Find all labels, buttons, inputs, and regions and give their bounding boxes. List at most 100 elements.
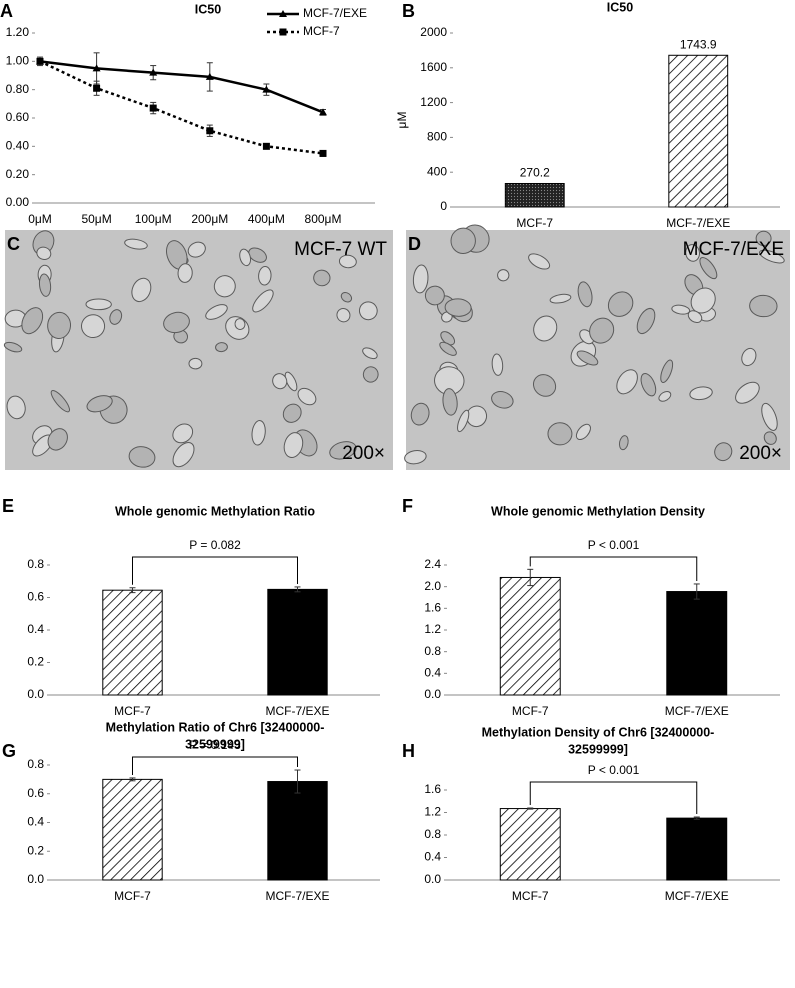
cell bbox=[689, 386, 713, 401]
marker bbox=[319, 108, 327, 116]
cell bbox=[284, 371, 298, 392]
cell bbox=[618, 435, 629, 451]
cell bbox=[412, 264, 429, 294]
y-tick-label: 0.0 bbox=[424, 687, 441, 701]
image-label: MCF-7/EXE bbox=[683, 239, 784, 260]
cell bbox=[252, 289, 274, 313]
cell bbox=[616, 369, 638, 395]
y-tick-label: 0.20 bbox=[6, 167, 30, 181]
cell bbox=[251, 420, 266, 446]
cell bbox=[38, 273, 52, 297]
bar bbox=[499, 808, 561, 881]
y-tick-label: 0 bbox=[440, 199, 447, 213]
y-tick-label: 0.40 bbox=[6, 139, 30, 153]
micrograph bbox=[406, 230, 790, 470]
cell bbox=[763, 431, 777, 445]
x-tick-label: MCF-7/EXE bbox=[666, 216, 730, 230]
cell bbox=[532, 374, 557, 397]
cell bbox=[239, 248, 252, 267]
cell bbox=[741, 347, 757, 367]
cell bbox=[272, 373, 288, 390]
cell bbox=[549, 293, 572, 304]
cell bbox=[658, 391, 672, 402]
significance-bracket bbox=[529, 556, 698, 581]
bar bbox=[102, 589, 163, 696]
marker bbox=[205, 72, 214, 80]
cell bbox=[358, 301, 378, 321]
y-tick-label: 400 bbox=[427, 164, 447, 178]
significance-label: P < 0.001 bbox=[588, 763, 640, 777]
y-tick-label: 2000 bbox=[420, 25, 447, 39]
data-label: 1743.9 bbox=[680, 37, 717, 51]
y-tick-label: 0.8 bbox=[424, 644, 441, 658]
cell bbox=[636, 307, 656, 335]
y-tick-label: 0.0 bbox=[27, 687, 44, 701]
magnification: 200× bbox=[342, 443, 385, 464]
cell bbox=[589, 317, 615, 344]
cell bbox=[86, 395, 113, 413]
cell bbox=[424, 285, 445, 306]
panel-letter: C bbox=[7, 234, 20, 254]
y-tick-label: 0.0 bbox=[424, 872, 441, 886]
cell bbox=[85, 298, 112, 311]
cell bbox=[172, 423, 194, 444]
chart-title: Whole genomic Methylation Ratio bbox=[115, 504, 315, 518]
cell bbox=[362, 347, 378, 360]
cell bbox=[761, 402, 778, 431]
chart-title: 32599999] bbox=[185, 737, 245, 751]
significance-bracket bbox=[132, 556, 298, 585]
y-tick-label: 1.6 bbox=[424, 782, 441, 796]
x-tick-label: 200μM bbox=[191, 212, 228, 226]
cell bbox=[21, 307, 44, 335]
y-tick-label: 1.20 bbox=[6, 25, 30, 39]
cell bbox=[404, 450, 427, 465]
significance-bracket bbox=[529, 781, 698, 814]
y-tick-label: 1600 bbox=[420, 60, 447, 74]
chart-title: IC50 bbox=[607, 0, 633, 14]
y-tick-label: 0.60 bbox=[6, 110, 30, 124]
cell bbox=[213, 275, 236, 298]
bar bbox=[504, 182, 565, 208]
significance-bracket bbox=[132, 756, 298, 775]
y-tick-label: 0.8 bbox=[424, 827, 441, 841]
y-tick-label: 0.2 bbox=[27, 655, 44, 669]
legend-marker bbox=[279, 28, 287, 36]
chart-title: Whole genomic Methylation Density bbox=[491, 504, 705, 518]
significance-label: P = 0.082 bbox=[189, 538, 241, 552]
panel-letter: E bbox=[2, 496, 14, 516]
cell bbox=[444, 298, 472, 317]
y-tick-label: 2.0 bbox=[424, 579, 441, 593]
panel-letter: F bbox=[402, 496, 413, 516]
y-tick-label: 0.80 bbox=[6, 82, 30, 96]
y-axis-label: μM bbox=[395, 112, 409, 129]
data-label: 270.2 bbox=[520, 166, 550, 180]
x-tick-label: MCF-7/EXE bbox=[665, 704, 729, 718]
x-tick-label: 400μM bbox=[248, 212, 285, 226]
image-label: MCF-7 WT bbox=[294, 239, 387, 260]
cell bbox=[47, 311, 72, 339]
cell bbox=[533, 315, 558, 342]
cell bbox=[215, 342, 228, 353]
cell bbox=[282, 403, 302, 423]
x-tick-label: MCF-7 bbox=[114, 889, 151, 903]
y-tick-label: 0.8 bbox=[27, 557, 44, 571]
y-tick-label: 1200 bbox=[420, 95, 447, 109]
bar bbox=[102, 778, 163, 881]
panel-letter: A bbox=[0, 1, 13, 21]
legend-label: MCF-7/EXE bbox=[303, 6, 367, 20]
x-tick-label: MCF-7 bbox=[512, 889, 549, 903]
y-tick-label: 0.4 bbox=[27, 622, 44, 636]
cell bbox=[131, 277, 152, 303]
y-tick-label: 0.0 bbox=[27, 872, 44, 886]
x-tick-label: MCF-7 bbox=[114, 704, 151, 718]
x-tick-label: 0μM bbox=[28, 212, 52, 226]
panel-letter: D bbox=[408, 234, 421, 254]
y-tick-label: 0.8 bbox=[27, 757, 44, 771]
chart-title: Methylation Ratio of Chr6 [32400000- bbox=[106, 720, 325, 734]
y-tick-label: 2.4 bbox=[424, 557, 441, 571]
y-tick-label: 0.00 bbox=[6, 195, 30, 209]
bar bbox=[668, 54, 729, 208]
x-tick-label: 100μM bbox=[135, 212, 172, 226]
